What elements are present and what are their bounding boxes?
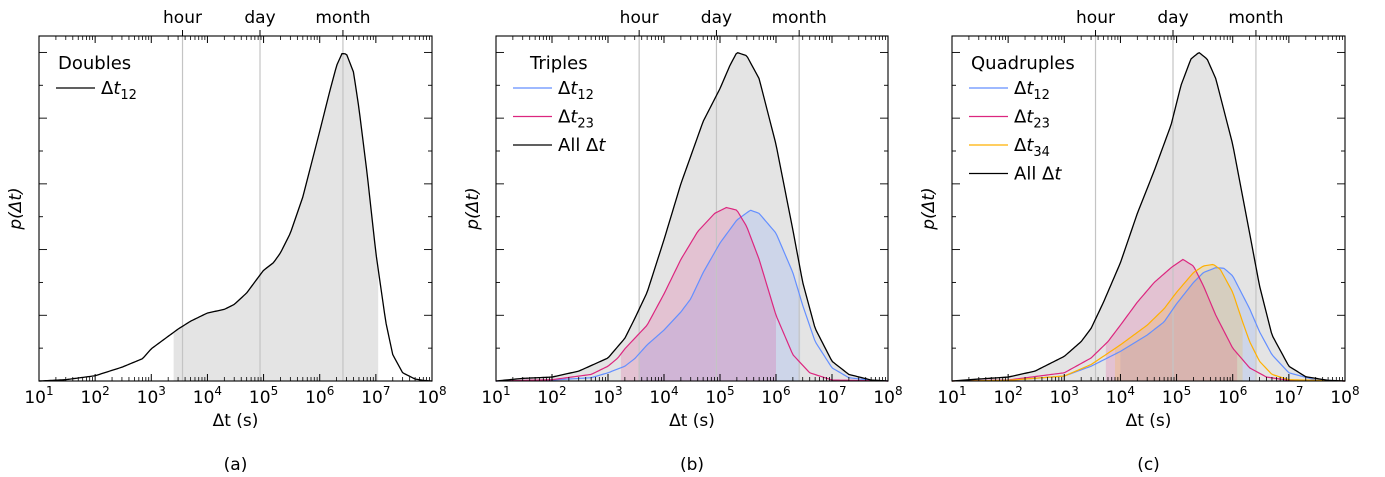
panel-b-shade-t23 bbox=[620, 207, 776, 381]
panel-a-x-tick-label: 101 bbox=[24, 384, 53, 408]
panel-c-shade-t12 bbox=[1120, 267, 1256, 381]
panel-a-panel-label: (a) bbox=[224, 455, 248, 475]
panel-a-x-tick-label: 106 bbox=[305, 384, 334, 408]
panel-a-legend-title: Doubles bbox=[58, 53, 131, 74]
panel-a-y-axis-label: p(Δt) bbox=[6, 187, 26, 230]
panel-b-x-axis-label: Δt (s) bbox=[669, 411, 715, 431]
panel-c-legend: Quadruples Δt12 Δt23 Δt34 All Δt bbox=[969, 53, 1075, 185]
panel-b-shade-t12 bbox=[638, 210, 801, 381]
panel-c-line-t23 bbox=[951, 258, 1346, 382]
panel-a-axes-frame bbox=[38, 35, 433, 382]
panel-a-x-tick-label: 107 bbox=[361, 384, 390, 408]
panel-c-x-axis-label: Δt (s) bbox=[1126, 411, 1172, 431]
panel-b-line-allt bbox=[495, 52, 889, 382]
panel-b-line-t23 bbox=[495, 206, 889, 382]
panel-c-x-tick-label: 106 bbox=[1218, 384, 1247, 408]
panel-b-legend-entry: Δt12 bbox=[558, 78, 594, 103]
panel-a-legend: Doubles Δt12 bbox=[56, 53, 137, 103]
panel-c-legend-entry: Δt12 bbox=[1014, 78, 1050, 103]
panel-c-x-tick-label: 104 bbox=[1106, 384, 1135, 408]
panel-a-x-tick-label: 105 bbox=[249, 384, 278, 408]
panel-c-x-tick-label: 101 bbox=[937, 384, 966, 408]
panel-c-x-tick-label: 108 bbox=[1330, 384, 1359, 408]
panel-c-shade-t34 bbox=[1114, 264, 1243, 381]
panel-c-shade-allt bbox=[952, 53, 1345, 382]
panel-b-axes-frame bbox=[495, 35, 889, 382]
panel-b-legend-entry: Δt23 bbox=[558, 107, 594, 132]
panel-b-x-tick-label: 105 bbox=[705, 384, 734, 408]
panel-b-x-tick-label: 104 bbox=[649, 384, 678, 408]
panel-c-legend-entry: Δt34 bbox=[1014, 135, 1050, 160]
panel-b-panel-label: (b) bbox=[680, 455, 704, 475]
panel-a-legend-entry: Δt12 bbox=[101, 78, 137, 103]
panel-b-shade-allt bbox=[496, 52, 888, 381]
panel-a-x-tick-label: 104 bbox=[193, 384, 222, 408]
panel-b-x-tick-label: 102 bbox=[537, 384, 566, 408]
panel-b-x-tick-label: 103 bbox=[593, 384, 622, 408]
panel-a-x-tick-label: 102 bbox=[81, 384, 110, 408]
panel-b-legend-title: Triples bbox=[529, 53, 588, 74]
panel-c-marker-label-day: day bbox=[1157, 8, 1188, 28]
panel-a-x-tick-label: 108 bbox=[417, 384, 446, 408]
panel-c-shade-t23 bbox=[1105, 259, 1238, 381]
panel-b-x-tick-label: 101 bbox=[481, 384, 510, 408]
panel-c-panel-label: (c) bbox=[1137, 455, 1160, 475]
panel-b-legend: Triples Δt12 Δt23 All Δt bbox=[513, 53, 606, 156]
panel-c: 101 102 103 104 105 106 107 108 hour day month Δt (… bbox=[919, 8, 1360, 475]
panel-b-line-t12 bbox=[495, 209, 889, 382]
panel-c-marker-label-month: month bbox=[1228, 8, 1283, 28]
panel-c-legend-entry: Δt23 bbox=[1014, 107, 1050, 132]
panel-b-legend-entry: All Δt bbox=[558, 135, 606, 156]
panel-c-x-tick-label: 103 bbox=[1050, 384, 1079, 408]
panel-a-x-axis-label: Δt (s) bbox=[213, 411, 259, 431]
panel-c-legend-entry: All Δt bbox=[1014, 164, 1062, 185]
panel-b-y-axis-label: p(Δt) bbox=[463, 187, 483, 230]
panel-a-x-tick-label: 103 bbox=[137, 384, 166, 408]
panel-a-marker-label-day: day bbox=[244, 8, 275, 28]
panel-c-line-allt bbox=[951, 51, 1346, 382]
panel-c-x-tick-label: 105 bbox=[1162, 384, 1191, 408]
panel-b-x-tick-label: 106 bbox=[761, 384, 790, 408]
panel-a-marker-label-hour: hour bbox=[163, 8, 202, 28]
panel-a: 101 102 103 104 105 106 107 108 hour day month Δt (… bbox=[6, 8, 447, 475]
panel-c-y-axis-label: p(Δt) bbox=[919, 187, 939, 230]
panel-b-marker-label-hour: hour bbox=[620, 8, 659, 28]
panel-c-line-t34 bbox=[951, 263, 1346, 382]
panel-c-marker-label-hour: hour bbox=[1076, 8, 1115, 28]
panel-b-marker-label-day: day bbox=[701, 8, 732, 28]
panel-c-legend-title: Quadruples bbox=[971, 53, 1075, 74]
panel-c-x-tick-label: 107 bbox=[1274, 384, 1303, 408]
panel-b: 101 102 103 104 105 106 107 108 hour day month Δt (… bbox=[463, 8, 903, 475]
panel-a-shade-t12 bbox=[173, 53, 379, 382]
panel-b-x-tick-label: 108 bbox=[873, 384, 902, 408]
panel-c-x-tick-label: 102 bbox=[994, 384, 1023, 408]
panel-b-marker-label-month: month bbox=[772, 8, 827, 28]
panel-a-marker-label-month: month bbox=[315, 8, 370, 28]
panel-b-x-tick-label: 107 bbox=[817, 384, 846, 408]
panel-c-axes-frame bbox=[951, 35, 1346, 382]
panel-a-line-t12 bbox=[38, 52, 433, 382]
